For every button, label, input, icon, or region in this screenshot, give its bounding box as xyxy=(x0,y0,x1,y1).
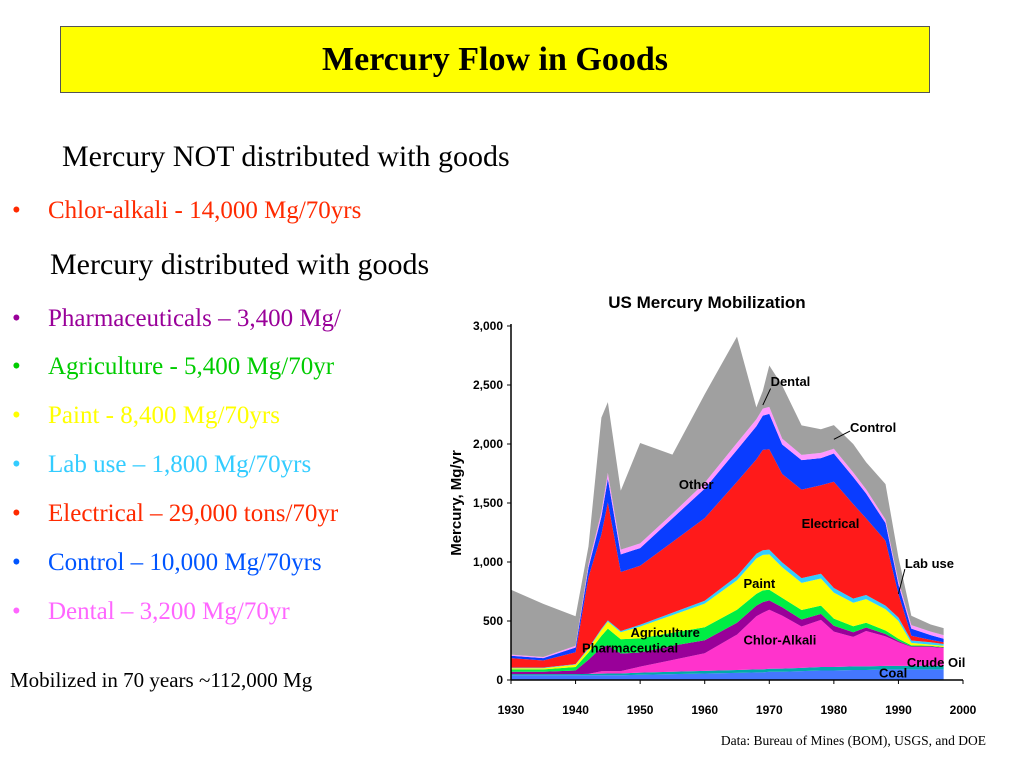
bullet-value: – 3,200 Mg/70yr xyxy=(114,598,290,625)
series-label: Agriculture xyxy=(630,625,699,640)
label-leader-line xyxy=(762,388,772,406)
bullet-dot: • xyxy=(12,451,21,478)
series-label: Dental xyxy=(771,374,811,389)
bullet-control: • Control – 10,000 Mg/70yrs xyxy=(12,549,322,577)
bullet-dot: • xyxy=(12,500,21,527)
bullet-dental: • Dental – 3,200 Mg/70yr xyxy=(12,598,290,626)
area-dental xyxy=(511,406,944,659)
bullet-label: Pharmaceuticals xyxy=(48,305,212,332)
series-label: Chlor-Alkali xyxy=(743,633,816,648)
area-chlor-alkali xyxy=(511,609,944,675)
area-paint xyxy=(511,554,944,670)
series-label: Coal xyxy=(879,666,907,681)
bullet-dot: • xyxy=(12,353,21,380)
bullet-value: – 29,000 tons/70yr xyxy=(143,500,339,527)
bullet-dot: • xyxy=(12,197,21,224)
bullet-label: Control xyxy=(48,549,125,576)
y-tick-label: 3,000 xyxy=(473,319,503,333)
bullet-paint: • Paint - 8,400 Mg/70yrs xyxy=(12,402,280,430)
slide-title: Mercury Flow in Goods xyxy=(322,40,668,78)
series-label: Paint xyxy=(743,576,775,591)
x-tick-label: 1940 xyxy=(562,703,589,717)
y-axis-label: Mercury, Mg/yr xyxy=(448,450,465,556)
y-tick-label: 2,500 xyxy=(473,378,503,392)
bullet-value: – 1,800 Mg/70yrs xyxy=(126,451,312,478)
series-label: Other xyxy=(679,477,714,492)
series-label: Pharmaceutical xyxy=(582,640,678,655)
bullet-lab: • Lab use – 1,800 Mg/70yrs xyxy=(12,451,311,479)
bullet-value: – 10,000 Mg/70yrs xyxy=(124,549,322,576)
bullet-value: – 3,400 Mg/ xyxy=(211,305,342,332)
series-label: Electrical xyxy=(802,516,860,531)
x-tick-label: 2000 xyxy=(950,703,977,717)
bullet-label: Lab use xyxy=(48,451,127,478)
y-tick-label: 1,000 xyxy=(473,555,503,569)
area-coal xyxy=(511,669,944,680)
bullet-label: Dental xyxy=(48,598,115,625)
bullet-label: Paint - 8,400 Mg/70yrs xyxy=(48,402,280,429)
series-label: Control xyxy=(850,420,896,435)
x-tick-label: 1980 xyxy=(821,703,848,717)
series-label: Lab use xyxy=(905,556,954,571)
y-tick-label: 0 xyxy=(496,673,503,687)
us-mercury-mobilization-chart: US Mercury Mobilization Mercury, Mg/yr 0 50… xyxy=(448,293,977,717)
bullet-agriculture: • Agriculture - 5,400 Mg/70yr xyxy=(12,353,334,381)
x-tick-label: 1950 xyxy=(627,703,654,717)
bullet-dot: • xyxy=(12,598,21,625)
area-crude-oil xyxy=(511,665,944,676)
bullet-label: Electrical xyxy=(48,500,144,527)
y-tick-label: 2,000 xyxy=(473,437,503,451)
bullet-label: Chlor-alkali - 14,000 Mg/70yrs xyxy=(48,197,362,224)
mobilized-total: Mobilized in 70 years ~112,000 Mg xyxy=(10,668,313,692)
bullet-pharmaceuticals: • Pharmaceuticals – 3,400 Mg/ xyxy=(12,305,341,333)
bullet-chlor-alkali: • Chlor-alkali - 14,000 Mg/70yrs xyxy=(12,197,361,225)
area-other xyxy=(511,336,944,657)
x-tick-label: 1990 xyxy=(885,703,912,717)
label-leader-line xyxy=(897,568,906,594)
area-agriculture xyxy=(511,589,944,672)
label-leader-line xyxy=(833,430,851,440)
y-tick-label: 1,500 xyxy=(473,496,503,510)
area-electrical xyxy=(511,449,944,668)
series-label: Crude Oil xyxy=(907,655,966,670)
area-control xyxy=(511,413,944,661)
heading-not-distributed: Mercury NOT distributed with goods xyxy=(62,140,510,173)
heading-distributed: Mercury distributed with goods xyxy=(50,248,430,281)
x-tick-label: 1930 xyxy=(498,703,525,717)
area-pharmaceutical xyxy=(511,600,944,675)
bullet-label: Agriculture - 5,400 Mg/70yr xyxy=(48,353,335,380)
y-tick-label: 500 xyxy=(483,614,503,628)
bullet-dot: • xyxy=(12,305,21,332)
x-tick-label: 1960 xyxy=(691,703,718,717)
title-banner: Mercury Flow in Goods xyxy=(60,26,930,93)
bullet-electrical: • Electrical – 29,000 tons/70yr xyxy=(12,500,338,528)
bullet-dot: • xyxy=(12,402,21,429)
x-tick-label: 1970 xyxy=(756,703,783,717)
data-source: Data: Bureau of Mines (BOM), USGS, and D… xyxy=(720,733,986,748)
chart-title: US Mercury Mobilization xyxy=(608,293,805,312)
bullet-dot: • xyxy=(12,549,21,576)
